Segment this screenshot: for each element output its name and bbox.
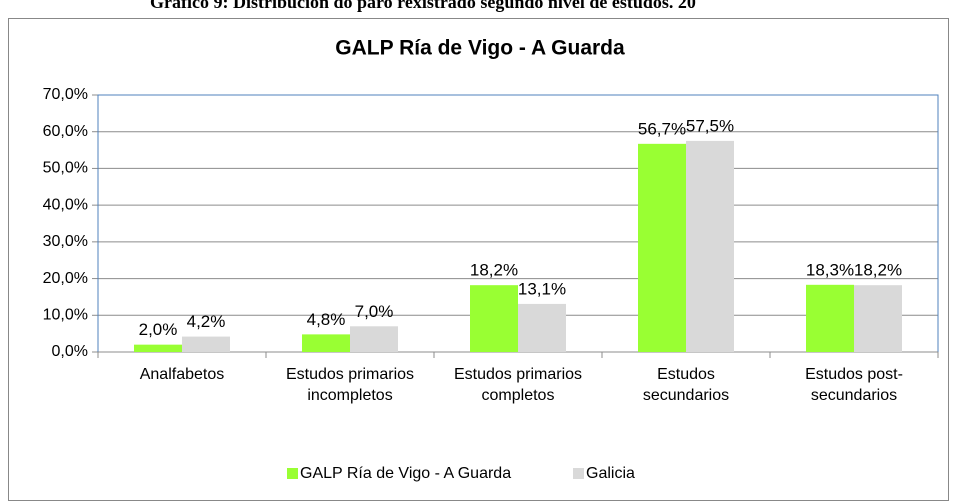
bar [806, 284, 854, 352]
data-label: 7,0% [355, 302, 394, 321]
y-tick-label: 60,0% [43, 123, 88, 140]
bar [350, 326, 398, 352]
y-tick-label: 0,0% [52, 343, 88, 360]
y-tick-label: 10,0% [43, 307, 88, 324]
x-tick-label: Analfabetos [139, 366, 225, 383]
x-tick-label: Estudos secundarios [642, 366, 730, 404]
bar [854, 285, 902, 352]
data-label: 13,1% [518, 279, 566, 298]
chart-title: GALP Ría de Vigo - A Guarda [335, 37, 625, 60]
data-label: 18,3% [806, 260, 854, 279]
x-tick-label: Estudos primarios completos [453, 366, 583, 404]
page-header: Gráfico 9: Distribución do paro rexistra… [150, 0, 696, 12]
y-tick-label: 20,0% [43, 270, 88, 287]
data-label: 56,7% [638, 119, 686, 138]
bar [182, 336, 230, 352]
data-label: 4,2% [187, 312, 226, 331]
legend-swatch [573, 468, 584, 479]
legend-label: GALP Ría de Vigo - A Guarda [300, 465, 511, 482]
data-label: 18,2% [470, 261, 518, 280]
x-tick-label: Estudos primarios incompletos [285, 366, 415, 404]
y-tick-label: 40,0% [43, 196, 88, 213]
data-label: 2,0% [139, 320, 178, 339]
y-tick-label: 70,0% [43, 86, 88, 103]
data-label: 57,5% [686, 116, 734, 135]
x-tick-label: Estudos post-secundarios [805, 366, 903, 404]
legend-swatch [287, 468, 298, 479]
y-tick-label: 50,0% [43, 160, 88, 177]
bar [638, 143, 686, 352]
bar [686, 140, 734, 352]
bar [302, 334, 350, 352]
legend-label: Galicia [586, 465, 635, 482]
data-label: 18,2% [854, 261, 902, 280]
y-tick-label: 30,0% [43, 233, 88, 250]
data-label: 4,8% [307, 310, 346, 329]
bar [518, 303, 566, 352]
bar [134, 344, 182, 352]
bar [470, 285, 518, 352]
